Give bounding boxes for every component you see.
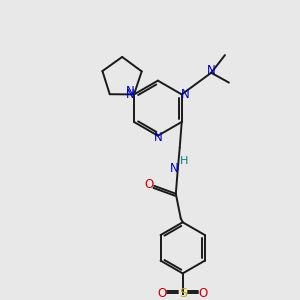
Text: S: S	[179, 286, 187, 300]
Text: N: N	[169, 162, 178, 175]
Text: H: H	[179, 156, 188, 166]
Text: N: N	[126, 88, 134, 101]
Text: O: O	[158, 286, 167, 300]
Text: N: N	[181, 88, 190, 101]
Text: O: O	[145, 178, 154, 191]
Text: N: N	[207, 64, 216, 77]
Text: O: O	[199, 286, 208, 300]
Text: N: N	[154, 131, 162, 144]
Text: N: N	[126, 85, 134, 98]
